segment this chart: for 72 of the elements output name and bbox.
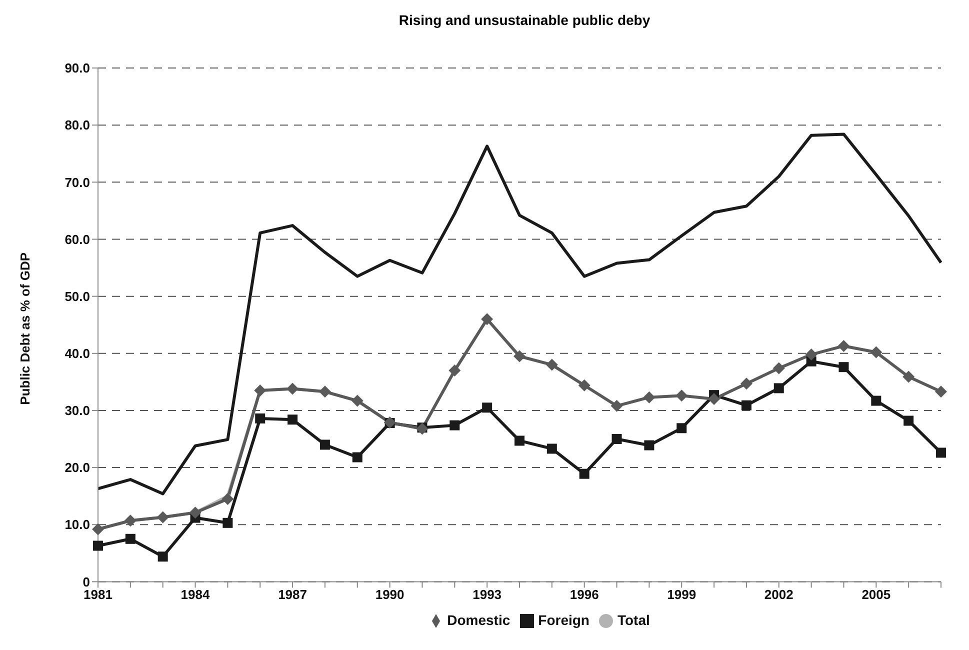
x-tick-label: 1990 <box>375 586 404 602</box>
point <box>450 420 460 430</box>
point <box>936 448 946 458</box>
point <box>643 391 656 404</box>
point <box>546 444 557 454</box>
chart-title: Rising and unsustainable public deby <box>398 12 652 28</box>
point <box>351 394 364 407</box>
y-axis-title: Public Debt as % of GDP <box>18 252 33 405</box>
point <box>610 400 623 412</box>
point <box>320 440 330 450</box>
line-series <box>96 132 942 496</box>
point <box>125 534 136 544</box>
y-tick-label: 30.0 <box>64 403 90 418</box>
point <box>286 382 299 395</box>
point <box>740 378 752 390</box>
y-tick-label: 40.0 <box>64 346 90 362</box>
point <box>838 340 850 352</box>
point <box>93 540 103 551</box>
point <box>222 492 234 505</box>
point <box>612 434 622 444</box>
point <box>481 313 494 326</box>
x-tick-label: 1987 <box>278 586 307 602</box>
x-tick-label: 1981 <box>84 586 112 602</box>
x-tick-label: 1993 <box>472 586 502 602</box>
point <box>482 402 492 413</box>
point <box>741 400 752 410</box>
point <box>255 413 266 424</box>
point <box>158 552 168 562</box>
point <box>189 506 202 519</box>
point <box>92 523 104 536</box>
point <box>708 393 720 406</box>
point <box>288 414 298 425</box>
legend-label: Foreign <box>538 612 590 628</box>
point <box>222 518 233 528</box>
point <box>870 346 882 358</box>
x-tick-label: 1984 <box>180 586 210 602</box>
point <box>254 384 266 396</box>
point <box>871 396 882 406</box>
point <box>935 386 947 398</box>
y-tick-label: 70.0 <box>64 174 90 190</box>
point <box>578 379 590 392</box>
point <box>156 511 169 524</box>
y-tick-label: 50.0 <box>64 288 90 304</box>
point <box>644 440 654 450</box>
point <box>318 386 331 398</box>
x-tick-label: 2002 <box>764 586 794 602</box>
y-tick-label: 10.0 <box>64 517 90 532</box>
y-tick-label: 0 <box>82 574 90 590</box>
point <box>774 383 784 394</box>
point <box>676 423 687 434</box>
point <box>805 348 818 361</box>
point <box>838 362 849 372</box>
point <box>579 468 590 479</box>
point <box>902 370 915 383</box>
y-tick-label: 60.0 <box>64 232 90 247</box>
point <box>514 436 524 446</box>
y-tick-label: 90.0 <box>64 60 90 76</box>
legend-label: Domestic <box>447 612 510 628</box>
point <box>448 364 461 377</box>
y-tick-label: 20.0 <box>64 460 90 476</box>
point <box>546 358 558 371</box>
x-tick-label: 1999 <box>667 586 696 602</box>
x-tick-label: 1996 <box>570 586 599 602</box>
point <box>124 514 136 527</box>
point <box>352 452 362 462</box>
point <box>514 350 526 362</box>
point <box>676 390 688 402</box>
point <box>772 362 785 374</box>
legend-label: Total <box>617 612 650 628</box>
point <box>904 416 914 426</box>
y-tick-label: 80.0 <box>64 118 90 133</box>
x-tick-label: 2005 <box>862 586 891 602</box>
